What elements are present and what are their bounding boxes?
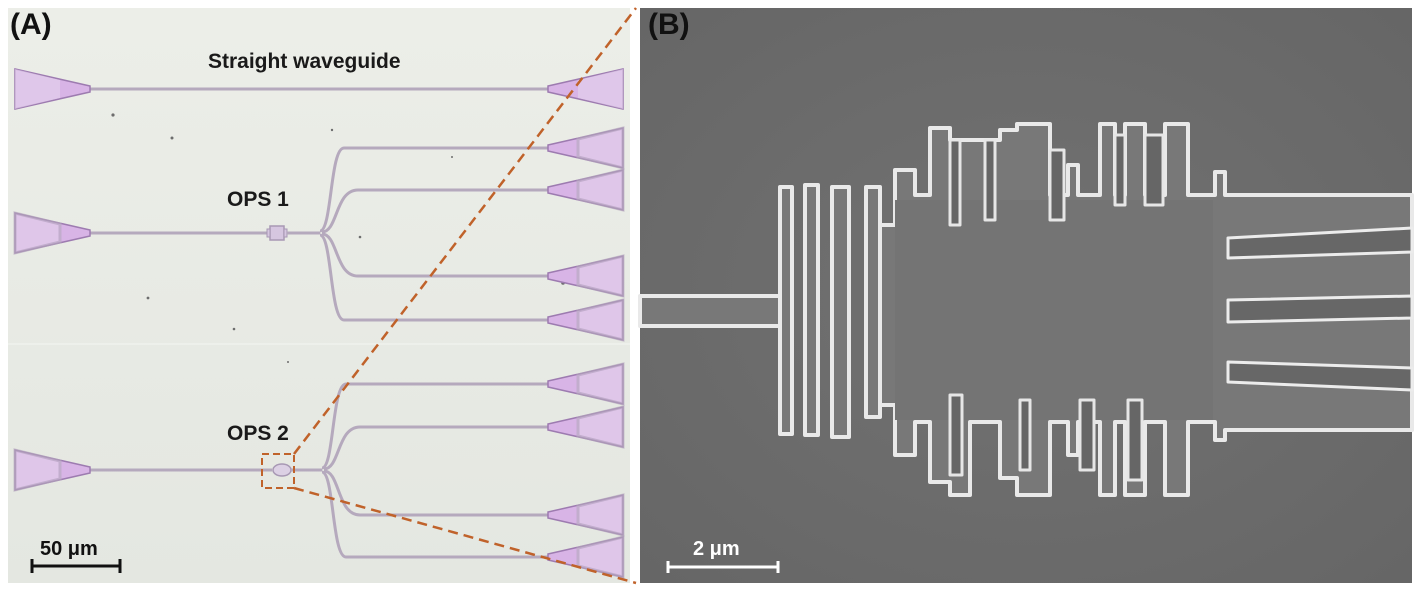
ops1-label: OPS 1 xyxy=(227,188,289,211)
ops1-device xyxy=(13,126,625,342)
scale-bar-a-label: 50 μm xyxy=(40,538,98,560)
panel-b: 2 μm (B) xyxy=(638,8,1414,583)
panel-a: Straight waveguide OPS 1 xyxy=(8,7,637,585)
straight-waveguide-label: Straight waveguide xyxy=(208,50,401,73)
zoom-line-bottom xyxy=(293,486,637,585)
zoom-box xyxy=(261,453,295,489)
scale-bar-b-label: 2 μm xyxy=(693,538,740,560)
panel-b-label: (B) xyxy=(648,8,690,41)
zoom-line-top xyxy=(293,7,637,455)
straight-waveguide-device xyxy=(14,68,624,110)
panel-a-label: (A) xyxy=(10,8,52,41)
scale-bar-a: 50 μm xyxy=(30,538,122,573)
scale-bar-b: 2 μm xyxy=(666,538,780,573)
ops2-device xyxy=(13,362,625,579)
sem-device-structure xyxy=(638,122,1414,497)
optical-image-background xyxy=(8,8,630,583)
ops2-label: OPS 2 xyxy=(227,422,289,445)
